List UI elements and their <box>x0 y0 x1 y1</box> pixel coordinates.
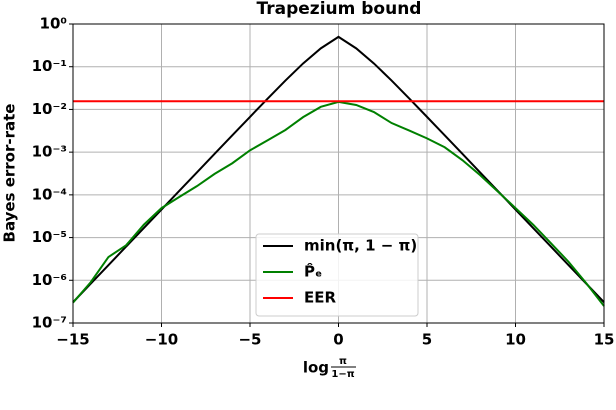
legend-label: min(π, 1 − π) <box>304 237 417 255</box>
y-axis-label: Bayes error-rate <box>1 104 19 243</box>
x-tick-label: −10 <box>145 331 178 349</box>
y-tick-label: 10⁻⁷ <box>32 314 67 332</box>
y-tick-label: 10⁻⁵ <box>32 228 67 246</box>
y-tick-label: 10⁻⁴ <box>32 185 67 203</box>
x-label-denominator: 1−π <box>331 369 354 380</box>
x-tick-label: 10 <box>505 331 526 349</box>
y-tick-label: 10⁰ <box>40 15 67 33</box>
plot-frame <box>72 23 605 324</box>
y-tick-label: 10⁻¹ <box>32 57 67 75</box>
legend-label: P̂ₑ <box>304 262 322 281</box>
x-axis-label: log π 1−π <box>303 356 356 380</box>
legend-label: EER <box>304 289 336 307</box>
y-tick-label: 10⁻² <box>32 100 67 118</box>
legend-box <box>255 233 419 317</box>
series-line <box>72 35 605 303</box>
x-tick-label: 15 <box>594 331 615 349</box>
y-tick-label: 10⁻⁶ <box>32 271 67 289</box>
legend: min(π, 1 − π) P̂ₑ EER <box>255 233 419 317</box>
x-tick-label: −15 <box>56 331 89 349</box>
y-tick-label: 10⁻³ <box>32 143 67 161</box>
x-tick-label: 0 <box>333 331 343 349</box>
x-tick-label: 5 <box>422 331 432 349</box>
x-tick-label: −5 <box>238 331 261 349</box>
x-label-numerator: π <box>339 356 347 367</box>
x-label-log: log <box>303 359 329 377</box>
chart-title: Trapezium bound <box>257 0 422 19</box>
